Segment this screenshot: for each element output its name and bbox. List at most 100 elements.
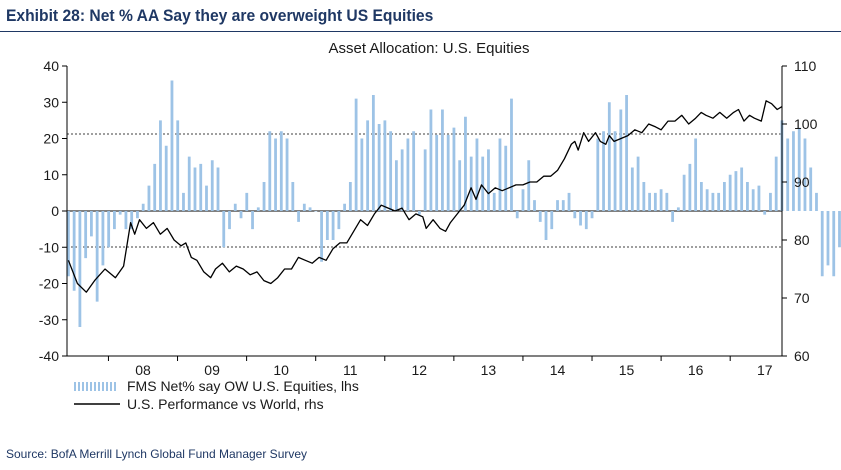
bar [389, 131, 393, 211]
bar [366, 120, 370, 212]
bar [222, 211, 226, 248]
bar [740, 167, 744, 211]
bar [228, 211, 231, 230]
x-tick-label: 09 [204, 362, 220, 378]
x-tick-label: 15 [619, 362, 635, 378]
left-tick-label: 40 [43, 58, 59, 74]
bar [182, 192, 185, 212]
bar [331, 211, 335, 240]
bar [262, 182, 266, 211]
left-tick-label: -10 [39, 239, 59, 255]
bar [412, 131, 416, 211]
bar [671, 211, 675, 222]
bar [504, 145, 508, 211]
bar [170, 80, 174, 211]
bar [757, 185, 761, 212]
bar [797, 127, 801, 212]
bar [435, 134, 439, 212]
bar [498, 138, 502, 211]
bar [314, 211, 318, 212]
bar [239, 211, 243, 219]
left-tick-label: 10 [43, 167, 59, 183]
bar [302, 203, 306, 211]
right-tick-label: 90 [794, 174, 810, 190]
bar [193, 167, 197, 211]
left-tick-label: -30 [39, 312, 59, 328]
bar [642, 182, 646, 211]
bar [492, 192, 496, 212]
right-tick-label: 60 [794, 348, 810, 364]
bar [354, 98, 358, 212]
bar [705, 189, 709, 211]
left-axis-ticks: 40 30 20 10 0 -10 -20 -30 -40 [39, 58, 67, 364]
x-axis-ticks: 08 09 10 11 12 13 14 15 16 17 [107, 356, 773, 378]
bar [394, 160, 398, 211]
bar [101, 211, 105, 266]
bar [308, 207, 312, 212]
bar [838, 211, 841, 248]
bar [84, 211, 88, 259]
bar [446, 134, 450, 212]
bar [607, 102, 611, 211]
bar [561, 200, 565, 212]
bar [164, 145, 168, 211]
bar [66, 211, 70, 277]
bar [665, 192, 669, 212]
legend-bars-swatch [74, 382, 116, 391]
bar [682, 174, 686, 211]
right-axis-ticks: 110 100 90 80 70 60 [782, 58, 818, 364]
bar [803, 138, 807, 211]
bar [763, 211, 767, 215]
bar [147, 185, 151, 212]
bar [72, 211, 76, 291]
bar [371, 95, 375, 211]
bar [406, 138, 410, 211]
bar [688, 163, 692, 212]
bar [136, 211, 139, 219]
bar [90, 211, 93, 237]
bar [130, 211, 134, 230]
bar [579, 211, 582, 226]
bar [423, 149, 427, 212]
left-tick-label: 20 [43, 131, 59, 147]
bar [815, 192, 818, 212]
bar [510, 98, 513, 212]
bar [291, 182, 295, 211]
bar [648, 192, 651, 212]
bar [538, 211, 542, 222]
bar [124, 211, 128, 230]
bar [325, 211, 329, 240]
bar [187, 156, 191, 212]
line-series [67, 100, 783, 293]
x-tick-label: 08 [135, 362, 151, 378]
bar [769, 192, 772, 212]
x-tick-label: 14 [550, 362, 566, 378]
bar [199, 163, 203, 212]
bar [567, 192, 571, 212]
bar [216, 167, 220, 211]
x-tick-label: 11 [343, 362, 358, 378]
bar [521, 189, 525, 211]
bar [176, 120, 180, 212]
bar [515, 211, 519, 219]
bar [481, 156, 485, 212]
bar-series [66, 80, 841, 327]
bar [475, 138, 479, 211]
bar [245, 192, 249, 212]
bar [602, 131, 605, 211]
title-rule [0, 31, 841, 32]
bar [711, 192, 715, 212]
bar [343, 203, 346, 211]
bar [279, 131, 283, 211]
bar [274, 138, 277, 211]
bar [809, 167, 813, 211]
bar [210, 160, 214, 211]
bar [699, 182, 703, 211]
bar [826, 211, 830, 266]
x-tick-label: 12 [412, 362, 428, 378]
bar [487, 149, 490, 212]
bar [113, 211, 116, 230]
bar [383, 120, 387, 212]
bar [400, 149, 404, 212]
bar [636, 156, 640, 212]
